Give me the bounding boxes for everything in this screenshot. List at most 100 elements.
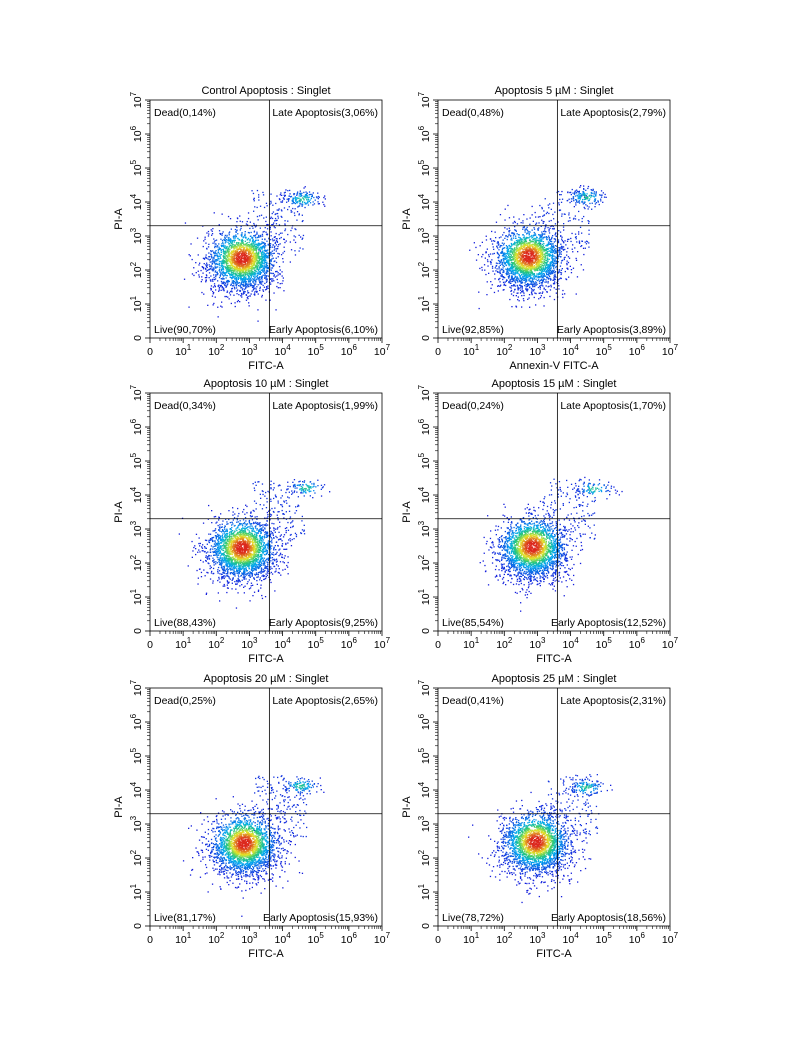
event-point (564, 249, 565, 250)
event-point (282, 252, 283, 253)
event-point (237, 246, 238, 247)
event-point (211, 257, 212, 258)
event-point (502, 265, 503, 266)
event-point (276, 250, 277, 251)
event-point (306, 199, 307, 200)
event-point (212, 233, 213, 234)
event-point (539, 270, 540, 271)
event-point (313, 197, 314, 198)
event-point (297, 198, 298, 199)
event-point (266, 286, 267, 287)
event-point (589, 203, 590, 204)
event-point (302, 215, 303, 216)
event-point (518, 296, 519, 297)
event-point (584, 208, 585, 209)
event-point (317, 201, 318, 202)
event-point (287, 190, 288, 191)
event-point (275, 271, 276, 272)
event-point (215, 253, 216, 254)
event-point (559, 271, 560, 272)
event-point (208, 233, 209, 234)
event-point (247, 239, 248, 240)
event-point (233, 280, 234, 281)
event-point (514, 251, 515, 252)
event-point (271, 224, 272, 225)
event-point (522, 220, 523, 221)
event-point (548, 241, 549, 242)
event-point (248, 280, 249, 281)
event-point (276, 238, 277, 239)
event-point (517, 276, 518, 277)
event-point (278, 274, 279, 275)
event-point (505, 269, 506, 270)
event-point (268, 288, 269, 289)
event-point (247, 283, 248, 284)
event-point (249, 247, 250, 248)
event-point (283, 239, 284, 240)
event-point (212, 263, 213, 264)
event-point (541, 284, 542, 285)
event-point (217, 280, 218, 281)
event-point (220, 258, 221, 259)
event-point (239, 239, 240, 240)
event-point (548, 205, 549, 206)
event-point (533, 266, 534, 267)
event-point (198, 274, 199, 275)
event-point (245, 291, 246, 292)
event-point (230, 218, 231, 219)
event-point (262, 192, 263, 193)
event-point (524, 230, 525, 231)
event-point (554, 260, 555, 261)
event-point (554, 253, 555, 254)
event-point (254, 278, 255, 279)
event-point (534, 229, 535, 230)
event-point (535, 224, 536, 225)
event-point (201, 276, 202, 277)
event-point (264, 270, 265, 271)
event-point (218, 252, 219, 253)
event-point (250, 285, 251, 286)
event-point (227, 297, 228, 298)
event-point (510, 236, 511, 237)
quadrant-early-apoptosis-label: Early Apoptosis(6,10%) (269, 324, 378, 336)
event-point (504, 277, 505, 278)
event-point (558, 247, 559, 248)
event-point (249, 242, 250, 243)
event-point (295, 197, 296, 198)
event-point (238, 300, 239, 301)
event-point (236, 227, 237, 228)
event-point (270, 227, 271, 228)
event-point (302, 202, 303, 203)
event-point (555, 253, 556, 254)
event-point (229, 298, 230, 299)
event-point (264, 277, 265, 278)
event-point (514, 247, 515, 248)
event-point (571, 272, 572, 273)
event-point (540, 235, 541, 236)
event-point (219, 258, 220, 259)
event-point (242, 245, 243, 246)
event-point (500, 285, 501, 286)
event-point (523, 275, 524, 276)
event-point (551, 267, 552, 268)
event-point (511, 290, 512, 291)
event-point (543, 305, 544, 306)
event-point (219, 263, 220, 264)
event-point (282, 280, 283, 281)
event-point (291, 212, 292, 213)
event-point (261, 215, 262, 216)
event-point (583, 195, 584, 196)
event-point (535, 279, 536, 280)
flow-plot-1: Control Apoptosis : SingletDead(0,14%) La… (113, 85, 391, 372)
event-point (519, 300, 520, 301)
event-point (218, 285, 219, 286)
event-point (261, 253, 262, 254)
event-point (211, 229, 212, 230)
event-point (200, 270, 201, 271)
event-point (535, 216, 536, 217)
event-point (507, 236, 508, 237)
event-point (592, 203, 593, 204)
event-point (512, 249, 513, 250)
event-point (514, 249, 515, 250)
event-point (543, 241, 544, 242)
